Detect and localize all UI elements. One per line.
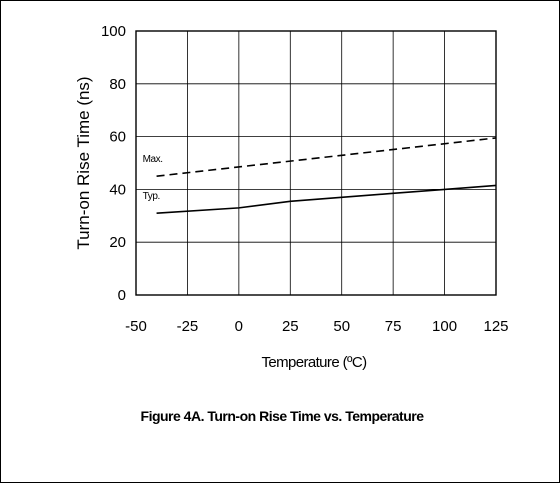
series-line-typ: [156, 184, 497, 214]
x-tick-label: 50: [333, 318, 350, 335]
y-tick-label: 20: [109, 234, 126, 251]
figure-caption: Figure 4A. Turn-on Rise Time vs. Tempera…: [141, 408, 425, 424]
x-tick-label: 0: [235, 318, 243, 335]
chart-series: [156, 137, 497, 214]
y-tick-label: 100: [101, 23, 126, 40]
y-tick-label: 0: [118, 287, 126, 304]
series-label-max: Max.: [143, 154, 163, 165]
tick-labels: -50 -25 0 25 50 75 100 125 0 20 40 60 80 100: [101, 23, 509, 335]
x-tick-label: 75: [385, 318, 402, 335]
x-tick-label: 25: [282, 318, 299, 335]
x-tick-label: -25: [177, 318, 199, 335]
series-line-max: [156, 137, 497, 177]
series-label-typ: Typ.: [143, 191, 160, 202]
x-tick-label: 100: [432, 318, 457, 335]
series-annotations: Max. Typ.: [143, 154, 163, 202]
y-tick-label: 60: [109, 129, 126, 146]
y-tick-label: 40: [109, 181, 126, 198]
plot-area-border: [135, 30, 497, 296]
x-tick-label: -50: [125, 318, 147, 335]
x-axis-label: Temperature (ºC): [261, 354, 367, 371]
chart-grid: [136, 31, 496, 295]
y-axis-label: Turn-on Rise Time (ns): [74, 76, 93, 249]
x-tick-label: 125: [483, 318, 508, 335]
y-tick-label: 80: [109, 76, 126, 93]
